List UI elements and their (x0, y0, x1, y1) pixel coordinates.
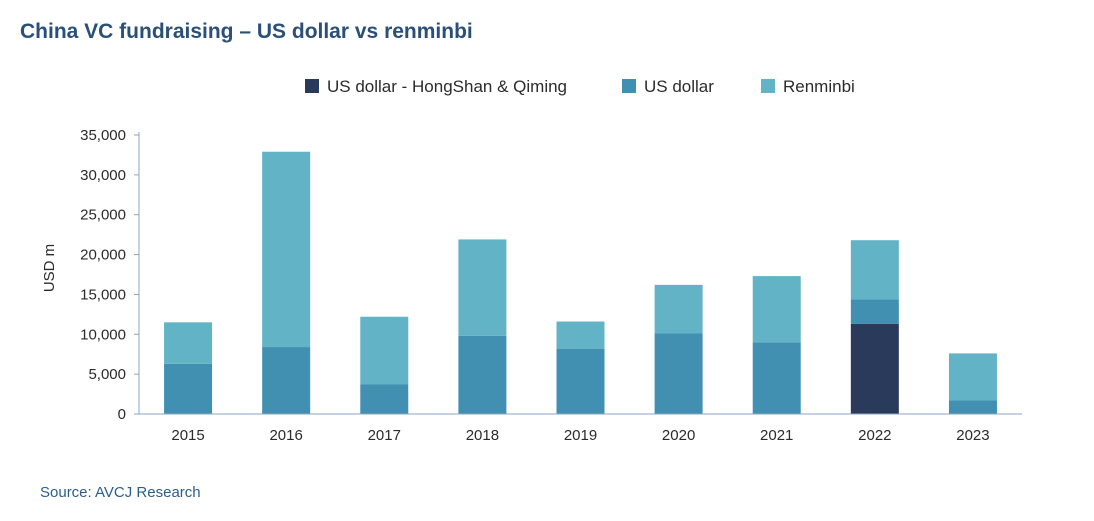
chart-title: China VC fundraising – US dollar vs renm… (20, 20, 473, 43)
y-tick-label: 0 (118, 406, 126, 423)
bar-segment (948, 353, 997, 401)
legend-label: US dollar - HongShan & Qiming (327, 77, 567, 96)
x-tick-label: 2016 (269, 427, 302, 444)
y-tick-label: 30,000 (80, 167, 126, 184)
bar-segment (850, 240, 899, 300)
y-tick-label: 5,000 (88, 366, 126, 383)
x-tick-label: 2015 (171, 427, 204, 444)
y-tick-label: 20,000 (80, 247, 126, 264)
bar-segment (360, 384, 409, 414)
bar-segment (752, 342, 801, 414)
bar-segment (164, 363, 213, 414)
bar-segment (262, 347, 311, 414)
x-tick-label: 2023 (956, 427, 989, 444)
bar-segment (654, 333, 703, 414)
bar-segment (850, 323, 899, 414)
x-tick-label: 2019 (564, 427, 597, 444)
legend: US dollar - HongShan & Qiming US dollar Re… (305, 77, 855, 96)
y-axis-title: USD m (41, 244, 58, 292)
bars (164, 151, 997, 414)
bar-segment (556, 348, 605, 414)
x-tick-label: 2022 (858, 427, 891, 444)
y-tick-label: 15,000 (80, 286, 126, 303)
bar-segment (752, 276, 801, 343)
bar-segment (458, 335, 507, 414)
bar-segment (164, 322, 213, 364)
legend-swatch (761, 79, 775, 93)
legend-label: Renminbi (783, 77, 855, 96)
x-tick-label: 2018 (466, 427, 499, 444)
bar-segment (654, 284, 703, 334)
bar-segment (262, 151, 311, 348)
legend-swatch (622, 79, 636, 93)
bar-segment (556, 321, 605, 349)
y-tick-label: 10,000 (80, 326, 126, 343)
x-tick-label: 2017 (368, 427, 401, 444)
bar-segment (458, 239, 507, 336)
legend-swatch (305, 79, 319, 93)
bar-segment (850, 299, 899, 324)
source-note: Source: AVCJ Research (40, 484, 201, 501)
x-axis-ticks: 2015 2016 2017 2018 2019 2020 2021 2022 2023 (171, 427, 989, 444)
bar-segment (948, 400, 997, 414)
legend-label: US dollar (644, 77, 714, 96)
bar-segment (360, 316, 409, 385)
y-axis-ticks: 0 5,000 10,000 15,000 20,000 25,000 30,000 35,0… (80, 127, 139, 423)
y-tick-label: 25,000 (80, 207, 126, 224)
x-tick-label: 2020 (662, 427, 695, 444)
x-tick-label: 2021 (760, 427, 793, 444)
y-tick-label: 35,000 (80, 127, 126, 144)
